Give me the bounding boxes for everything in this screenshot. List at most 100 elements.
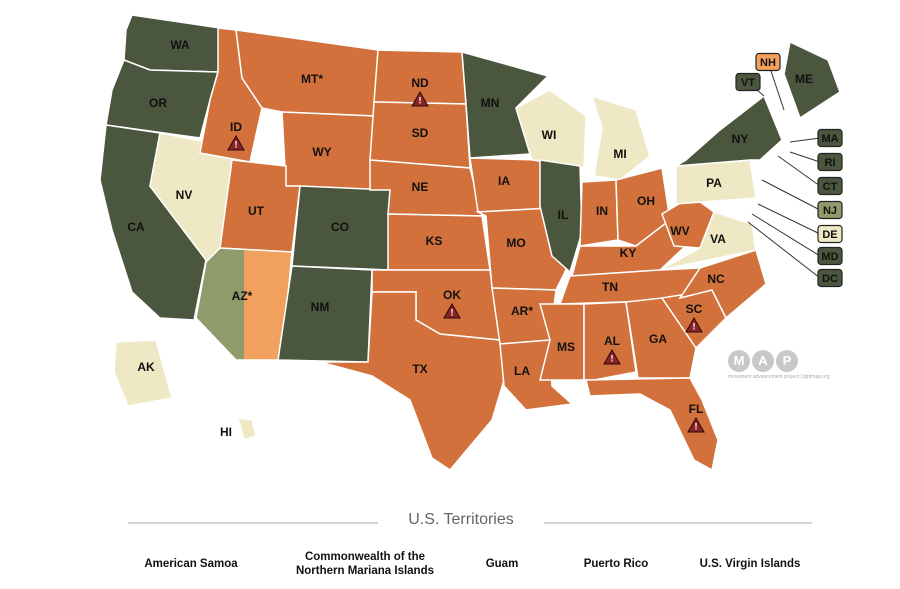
svg-text:!: ! [451,307,454,317]
state-label-ny: NY [732,132,749,146]
state-mi [590,94,651,181]
territory-us-virgin-islands: U.S. Virgin Islands [699,558,801,570]
state-label-ks: KS [426,234,443,248]
territories-heading: U.S. Territories [408,511,514,528]
state-label-ca: CA [127,220,145,234]
callout-label-nj: NJ [823,205,837,217]
state-label-al: AL [604,334,620,348]
state-shapes [99,14,841,472]
divider-right [544,522,812,524]
state-wi [515,89,587,169]
state-label-mt: MT* [301,72,323,86]
callout-label-ri: RI [825,157,836,169]
state-label-mo: MO [506,236,525,250]
callout-dc: DC [747,221,843,288]
state-label-la: LA [514,364,530,378]
state-label-va: VA [710,232,726,246]
state-az [195,247,293,361]
state-label-il: IL [558,208,569,222]
state-label-sd: SD [412,126,429,140]
state-or [105,59,219,139]
state-al [583,301,637,381]
us-map: WA OR CA NV ID MT* WY UT AZ* CO NM ND SD NE KS OK TX MN IA… [99,14,843,472]
callout-nh: NH [755,52,785,111]
state-label-ut: UT [248,204,265,218]
state-label-tn: TN [602,280,618,294]
callout-nj: NJ [761,179,843,220]
svg-text:!: ! [611,353,614,363]
state-label-ky: KY [620,246,637,260]
territory-american-samoa: American Samoa [144,558,238,570]
callout-label-nh: NH [760,57,776,69]
state-label-mi: MI [613,147,626,161]
state-label-co: CO [331,220,349,234]
warning-icon: ! [411,90,429,107]
small-state-callouts: NH VT MA RI CT NJ DE MD DC [735,52,843,288]
svg-text:!: ! [695,421,698,431]
state-label-ne: NE [412,180,429,194]
svg-text:!: ! [419,95,422,105]
territory-guam: Guam [485,558,519,570]
callout-ct: CT [777,155,843,196]
logo-letter: M [728,350,750,372]
divider-left [128,522,378,524]
warning-icon: ! [687,416,705,433]
state-ny [675,94,783,167]
state-label-sc: SC [686,302,703,316]
callout-ma: MA [789,128,843,148]
logo-subtitle: movement advancement project | lgbtmap.o… [728,374,830,380]
state-label-tx: TX [412,362,427,376]
territories-section: U.S. Territories American Samoa Commonwe… [0,505,900,589]
state-label-or: OR [149,96,167,110]
state-label-wi: WI [542,128,557,142]
state-me [783,40,841,120]
state-ak [113,339,173,407]
state-label-me: ME [795,72,813,86]
state-label-wv: WV [670,224,689,238]
callout-label-ct: CT [823,181,838,193]
state-ia [469,157,551,213]
state-ga [625,297,697,379]
warning-icon: ! [227,134,245,151]
callout-label-md: MD [821,251,838,263]
state-label-ar: AR* [511,304,533,318]
warning-icon: ! [685,316,703,333]
state-va [659,211,757,271]
callout-vt: VT [735,72,765,97]
state-label-hi: HI [220,425,232,439]
state-label-az: AZ* [232,289,253,303]
state-tx [319,291,505,471]
callout-label-vt: VT [741,77,755,89]
state-label-mn: MN [481,96,500,110]
state-label-wy: WY [312,145,331,159]
callout-ri: RI [789,151,843,172]
callout-md: MD [751,213,843,266]
state-label-nc: NC [707,272,725,286]
state-label-nd: ND [411,76,429,90]
state-label-id: ID [230,120,242,134]
callout-label-ma: MA [821,133,838,145]
state-label-pa: PA [706,176,722,190]
callout-de: DE [757,203,843,244]
state-label-ia: IA [498,174,510,188]
svg-text:!: ! [235,139,238,149]
state-label-ak: AK [137,360,155,374]
callout-label-dc: DC [822,273,838,285]
state-hi [236,417,257,441]
logo-letter: P [776,350,798,372]
state-label-ok: OK [443,288,461,302]
warning-markers: !!!!!! [227,90,705,433]
state-nc [678,249,767,320]
state-label-wa: WA [170,38,190,52]
state-label-in: IN [596,204,608,218]
state-il [539,159,583,274]
territory-northern-mariana-islands: Commonwealth of the Northern Mariana Isl… [295,551,435,577]
warning-icon: ! [603,348,621,365]
state-label-fl: FL [689,402,704,416]
logo-letter: A [752,350,774,372]
callout-label-de: DE [822,229,837,241]
state-label-ga: GA [649,332,667,346]
state-fl [585,377,719,472]
state-label-nm: NM [311,300,330,314]
